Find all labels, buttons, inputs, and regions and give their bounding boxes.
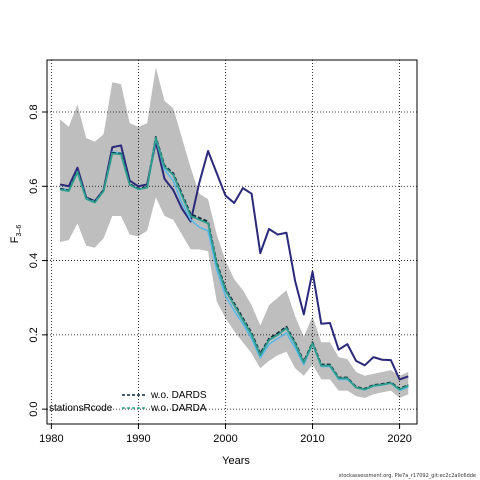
plot-frame bbox=[46, 59, 418, 425]
y-axis-label-main: F bbox=[9, 236, 21, 243]
series-line-0 bbox=[59, 140, 409, 381]
confidence-band bbox=[60, 67, 409, 399]
y-tick-label-0-2: 0.2 bbox=[28, 327, 40, 342]
legend-label-dards: w.o. DARDS bbox=[150, 390, 207, 401]
x-tick-label-2020: 2020 bbox=[387, 433, 411, 445]
series-layer bbox=[59, 135, 409, 392]
x-tick-label-2010: 2010 bbox=[300, 433, 324, 445]
y-tick-label-0-8: 0.8 bbox=[28, 104, 40, 119]
axis-layer: 1980 1990 2000 2010 2020 0.0 0.2 0.4 0.6 0.8 bbox=[28, 104, 412, 445]
credit-text: stockassessment.org, Ple7a_r17092_git:ec… bbox=[339, 473, 476, 479]
x-axis-label: Years bbox=[222, 455, 250, 467]
legend-title: stationsRcode bbox=[49, 403, 113, 414]
legend: stationsRcode w.o. DARDS w.o. DARDA bbox=[49, 390, 207, 414]
y-tick-label-0-4: 0.4 bbox=[28, 253, 40, 268]
series-line-3 bbox=[59, 136, 409, 391]
svg-text:F3–6: F3–6 bbox=[9, 225, 23, 244]
x-tick-label-1980: 1980 bbox=[39, 433, 63, 445]
y-axis-label: F3–6 bbox=[9, 225, 23, 244]
x-tick-label-2000: 2000 bbox=[213, 433, 237, 445]
x-tick-label-1990: 1990 bbox=[126, 433, 150, 445]
y-tick-label-0: 0.0 bbox=[28, 401, 40, 416]
y-axis-label-sub: 3–6 bbox=[16, 225, 23, 237]
grid-layer bbox=[47, 60, 417, 424]
confidence-band-layer bbox=[60, 67, 409, 399]
legend-label-darda: w.o. DARDA bbox=[150, 403, 207, 414]
y-tick-label-0-6: 0.6 bbox=[28, 179, 40, 194]
